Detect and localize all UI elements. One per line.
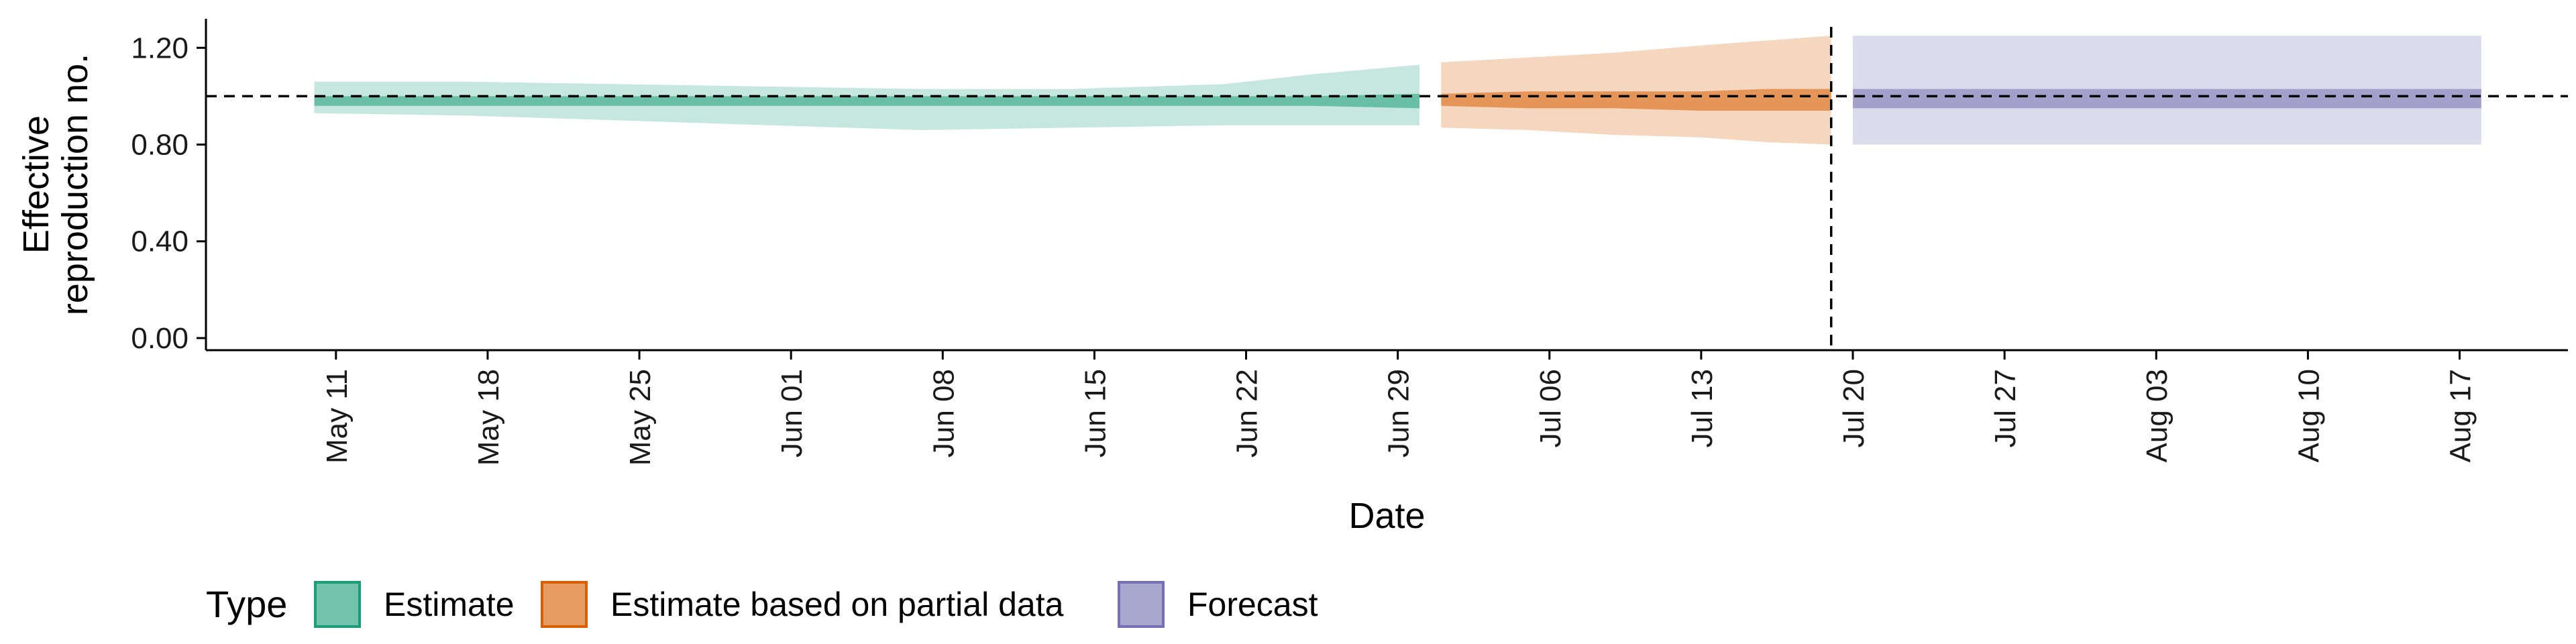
y-tick-label: 0.40 bbox=[131, 225, 189, 258]
x-tick-label: Jun 08 bbox=[927, 369, 960, 458]
band-50-estimate-based-on-partial-data bbox=[1441, 89, 1831, 111]
band-50-forecast bbox=[1853, 89, 2481, 109]
x-tick-label: May 11 bbox=[321, 369, 354, 464]
legend-label-1: Estimate bbox=[384, 586, 515, 623]
legend-key-2 bbox=[541, 581, 588, 628]
x-tick-label: May 25 bbox=[624, 369, 657, 466]
x-tick-label: May 18 bbox=[472, 369, 505, 466]
x-tick-label: Jun 22 bbox=[1231, 369, 1264, 458]
x-axis-ticks: May 11 May 18 May 25 Jun 01 Jun 08 Jun 15 Jun … bbox=[321, 350, 2477, 466]
band-90-estimate-based-on-partial-data bbox=[1441, 36, 1831, 145]
y-axis-ticks: 0.00 0.40 0.80 1.20 bbox=[131, 32, 206, 355]
bands-layer bbox=[314, 36, 2481, 145]
legend: Type Estimate Estimate based on partial da… bbox=[206, 581, 1318, 628]
x-tick-label: Aug 17 bbox=[2444, 369, 2477, 462]
legend-key-1 bbox=[314, 581, 361, 628]
x-tick-label: Jun 15 bbox=[1079, 369, 1112, 458]
legend-key-3 bbox=[1118, 581, 1165, 628]
x-tick-label: Jul 27 bbox=[1989, 369, 2022, 447]
x-tick-label: Aug 03 bbox=[2141, 369, 2174, 462]
y-axis-title-line: reproduction no. bbox=[55, 54, 95, 315]
y-tick-label: 0.80 bbox=[131, 129, 189, 162]
y-tick-label: 0.00 bbox=[131, 322, 189, 355]
x-tick-label: Jul 13 bbox=[1686, 369, 1719, 447]
legend-label-2: Estimate based on partial data bbox=[610, 586, 1064, 623]
x-tick-label: Jun 29 bbox=[1383, 369, 1415, 458]
x-axis-title: Date bbox=[1348, 496, 1425, 536]
band-50-estimate bbox=[314, 93, 1419, 109]
x-tick-label: Jun 01 bbox=[775, 369, 808, 458]
x-tick-label: Aug 10 bbox=[2292, 369, 2325, 462]
y-tick-label: 1.20 bbox=[131, 32, 189, 64]
x-tick-label: Jul 20 bbox=[1837, 369, 1870, 447]
legend-title: Type bbox=[206, 583, 287, 625]
legend-label-3: Forecast bbox=[1187, 586, 1318, 623]
y-axis-title-line: Effective bbox=[16, 115, 56, 254]
x-tick-label: Jul 06 bbox=[1534, 369, 1567, 447]
